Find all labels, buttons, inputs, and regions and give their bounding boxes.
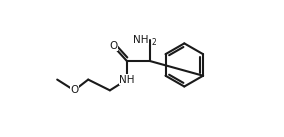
Text: NH: NH — [119, 75, 135, 85]
Text: 2: 2 — [152, 38, 156, 47]
Text: O: O — [70, 85, 78, 95]
Text: O: O — [109, 41, 117, 51]
Text: NH: NH — [133, 35, 149, 45]
